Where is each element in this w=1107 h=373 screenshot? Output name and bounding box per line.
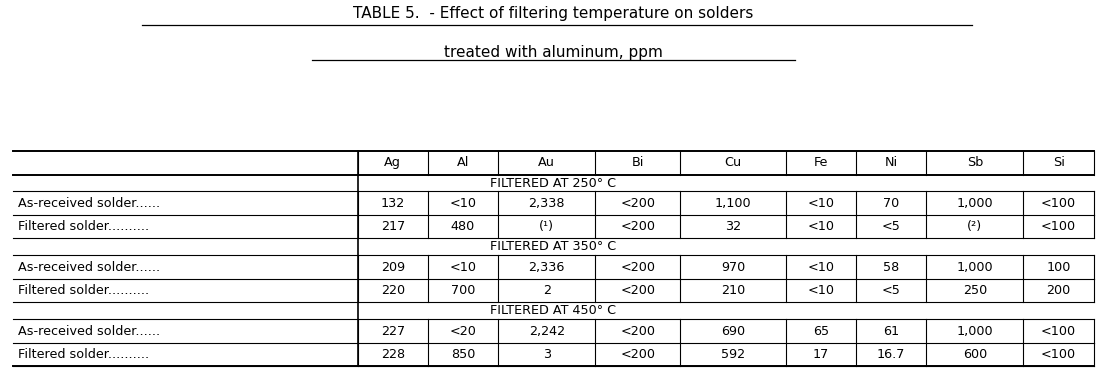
Text: 700: 700 — [451, 284, 475, 297]
Text: 850: 850 — [451, 348, 475, 361]
Text: <200: <200 — [620, 348, 655, 361]
Text: FILTERED AT 250° C: FILTERED AT 250° C — [490, 176, 617, 189]
Text: <10: <10 — [807, 220, 835, 233]
Text: <200: <200 — [620, 325, 655, 338]
Text: 690: 690 — [721, 325, 745, 338]
Text: 600: 600 — [963, 348, 987, 361]
Text: 480: 480 — [451, 220, 475, 233]
Text: 61: 61 — [883, 325, 899, 338]
Text: 32: 32 — [725, 220, 742, 233]
Text: 209: 209 — [381, 261, 405, 274]
Text: <200: <200 — [620, 284, 655, 297]
Text: <20: <20 — [449, 325, 476, 338]
Text: Fe: Fe — [814, 156, 828, 169]
Text: <100: <100 — [1041, 197, 1076, 210]
Text: 210: 210 — [721, 284, 745, 297]
Text: 592: 592 — [721, 348, 745, 361]
Text: 227: 227 — [381, 325, 405, 338]
Text: 1,000: 1,000 — [956, 325, 993, 338]
Text: Si: Si — [1053, 156, 1065, 169]
Text: 200: 200 — [1046, 284, 1070, 297]
Text: 1,100: 1,100 — [715, 197, 752, 210]
Text: Filtered solder..........: Filtered solder.......... — [18, 220, 148, 233]
Text: 58: 58 — [883, 261, 899, 274]
Text: <10: <10 — [807, 284, 835, 297]
Text: Cu: Cu — [725, 156, 742, 169]
Text: 2,336: 2,336 — [528, 261, 565, 274]
Text: Ni: Ni — [884, 156, 898, 169]
Text: (¹): (¹) — [539, 220, 555, 233]
Text: 220: 220 — [381, 284, 405, 297]
Text: 1,000: 1,000 — [956, 261, 993, 274]
Text: FILTERED AT 450° C: FILTERED AT 450° C — [490, 304, 617, 317]
Text: FILTERED AT 350° C: FILTERED AT 350° C — [490, 241, 617, 253]
Text: <10: <10 — [807, 197, 835, 210]
Text: 17: 17 — [813, 348, 829, 361]
Text: TABLE 5.  - Effect of filtering temperature on solders: TABLE 5. - Effect of filtering temperatu… — [353, 6, 754, 21]
Text: 228: 228 — [381, 348, 405, 361]
Text: As-received solder......: As-received solder...... — [18, 261, 159, 274]
Text: 65: 65 — [813, 325, 829, 338]
Text: <200: <200 — [620, 197, 655, 210]
Text: Al: Al — [457, 156, 469, 169]
Text: 970: 970 — [721, 261, 745, 274]
Text: <100: <100 — [1041, 348, 1076, 361]
Text: Ag: Ag — [384, 156, 401, 169]
Text: 70: 70 — [883, 197, 899, 210]
Text: Bi: Bi — [632, 156, 644, 169]
Text: treated with aluminum, ppm: treated with aluminum, ppm — [444, 45, 663, 60]
Text: As-received solder......: As-received solder...... — [18, 325, 159, 338]
Text: <200: <200 — [620, 261, 655, 274]
Text: <5: <5 — [881, 220, 901, 233]
Text: 100: 100 — [1046, 261, 1070, 274]
Text: 2,242: 2,242 — [529, 325, 565, 338]
Text: Filtered solder..........: Filtered solder.......... — [18, 348, 148, 361]
Text: <5: <5 — [881, 284, 901, 297]
Text: 2: 2 — [542, 284, 551, 297]
Text: 3: 3 — [542, 348, 551, 361]
Text: <200: <200 — [620, 220, 655, 233]
Text: 2,338: 2,338 — [528, 197, 565, 210]
Text: Sb: Sb — [966, 156, 983, 169]
Text: <100: <100 — [1041, 220, 1076, 233]
Text: 16.7: 16.7 — [877, 348, 906, 361]
Text: As-received solder......: As-received solder...... — [18, 197, 159, 210]
Text: <100: <100 — [1041, 325, 1076, 338]
Text: 1,000: 1,000 — [956, 197, 993, 210]
Text: Filtered solder..........: Filtered solder.......... — [18, 284, 148, 297]
Text: Au: Au — [538, 156, 556, 169]
Text: <10: <10 — [449, 197, 476, 210]
Text: <10: <10 — [449, 261, 476, 274]
Text: <10: <10 — [807, 261, 835, 274]
Text: (²): (²) — [968, 220, 982, 233]
Text: 250: 250 — [963, 284, 987, 297]
Text: 217: 217 — [381, 220, 405, 233]
Text: 132: 132 — [381, 197, 405, 210]
